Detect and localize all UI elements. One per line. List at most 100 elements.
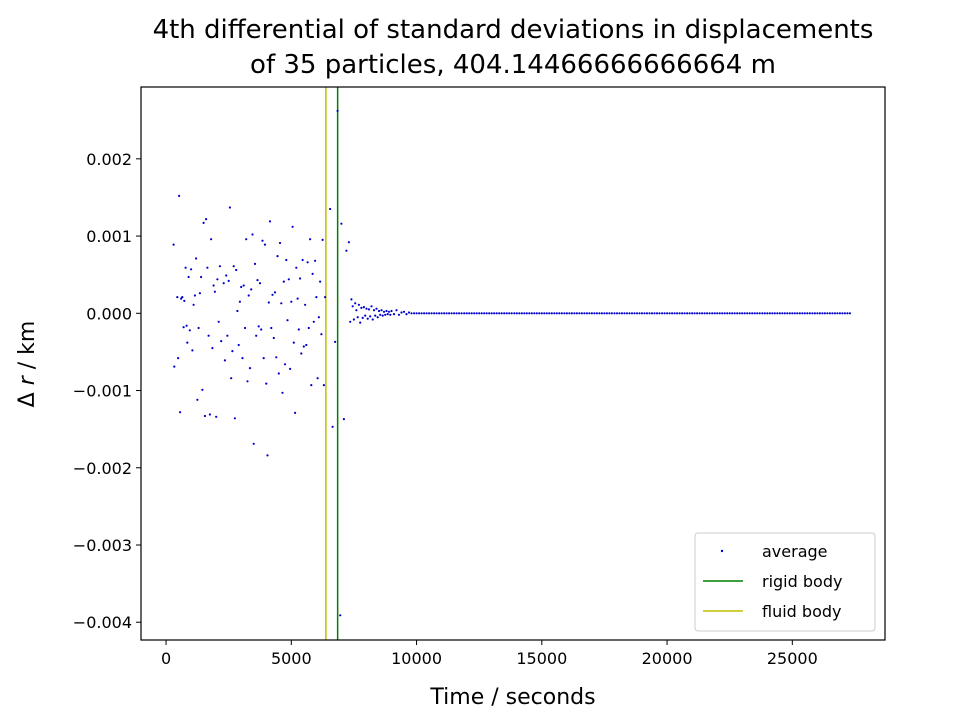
reference-lines xyxy=(325,87,339,640)
data-point xyxy=(273,291,277,294)
data-point xyxy=(233,417,236,420)
data-point xyxy=(180,297,183,300)
data-point xyxy=(798,312,801,315)
data-point xyxy=(450,312,453,315)
y-axis-label-prefix: Δ xyxy=(15,385,40,407)
data-point xyxy=(468,312,471,315)
data-point xyxy=(173,365,176,368)
data-point xyxy=(206,266,209,269)
data-point xyxy=(182,326,185,329)
data-point xyxy=(668,312,671,315)
data-point xyxy=(538,312,541,315)
data-point xyxy=(265,382,268,385)
data-point xyxy=(386,313,389,316)
data-point xyxy=(238,300,241,303)
data-point xyxy=(291,225,294,228)
data-point xyxy=(193,294,196,297)
data-point xyxy=(340,222,343,225)
data-point xyxy=(225,274,228,277)
data-point xyxy=(495,312,498,315)
data-point xyxy=(275,356,278,359)
data-point xyxy=(397,313,401,316)
data-point xyxy=(377,309,381,313)
data-point xyxy=(756,312,759,315)
data-point xyxy=(733,312,736,315)
data-point xyxy=(761,312,764,315)
data-point xyxy=(255,334,258,337)
data-point xyxy=(548,312,551,315)
data-point xyxy=(743,312,746,315)
data-point xyxy=(655,312,659,315)
data-point xyxy=(218,265,221,268)
data-point xyxy=(223,359,226,362)
data-point xyxy=(176,296,179,299)
data-point xyxy=(625,312,629,315)
data-point xyxy=(292,341,295,344)
data-point xyxy=(261,239,264,242)
data-point xyxy=(392,313,396,316)
data-point xyxy=(208,413,211,416)
data-point xyxy=(773,312,776,315)
data-point xyxy=(628,312,631,315)
data-point xyxy=(458,312,461,315)
data-point xyxy=(583,312,586,315)
data-point xyxy=(610,312,614,315)
data-point xyxy=(268,220,272,223)
data-point xyxy=(316,377,319,380)
data-point xyxy=(593,312,596,315)
data-point xyxy=(505,312,508,315)
data-point xyxy=(294,411,297,414)
data-point xyxy=(620,312,624,315)
data-point xyxy=(184,266,187,269)
data-point xyxy=(305,343,308,347)
data-point xyxy=(237,343,240,347)
data-point xyxy=(260,328,263,331)
data-point xyxy=(307,326,310,330)
data-point xyxy=(666,312,669,315)
data-point xyxy=(366,317,369,320)
data-point xyxy=(387,310,391,313)
x-tick-label: 25000 xyxy=(767,649,818,668)
data-point xyxy=(389,313,392,316)
data-point xyxy=(615,312,619,315)
data-point xyxy=(613,312,616,315)
data-point xyxy=(706,312,709,315)
data-point xyxy=(518,312,521,315)
data-point xyxy=(671,312,674,315)
data-point xyxy=(533,312,536,315)
data-point xyxy=(304,303,307,306)
data-point xyxy=(299,277,302,280)
data-point xyxy=(550,312,553,315)
data-point xyxy=(331,425,334,428)
chart-title-line-2: of 35 particles, 404.14466666666664 m xyxy=(250,50,776,80)
data-point xyxy=(588,312,591,315)
data-point xyxy=(445,312,448,315)
data-point xyxy=(736,312,739,315)
data-point xyxy=(213,290,216,293)
data-point xyxy=(227,279,230,282)
data-point xyxy=(478,312,481,315)
data-point xyxy=(342,418,345,421)
data-point xyxy=(245,238,248,241)
data-point xyxy=(430,312,433,315)
data-point xyxy=(635,312,639,315)
data-point xyxy=(555,312,558,315)
data-point xyxy=(741,312,744,315)
data-point xyxy=(179,411,182,414)
data-point xyxy=(263,243,267,246)
data-point xyxy=(503,312,506,315)
data-point xyxy=(251,233,254,236)
data-point xyxy=(708,312,711,315)
data-point xyxy=(638,312,641,315)
data-point xyxy=(661,312,664,315)
data-point xyxy=(663,312,666,315)
data-point xyxy=(235,268,238,272)
legend-box xyxy=(694,532,876,632)
data-point xyxy=(372,309,376,312)
data-point xyxy=(315,296,318,299)
data-point xyxy=(311,272,314,275)
data-point xyxy=(314,259,317,262)
legend-label-rigid-body: rigid body xyxy=(762,572,842,591)
data-point xyxy=(364,314,367,317)
x-tick-label: 0 xyxy=(161,649,171,668)
